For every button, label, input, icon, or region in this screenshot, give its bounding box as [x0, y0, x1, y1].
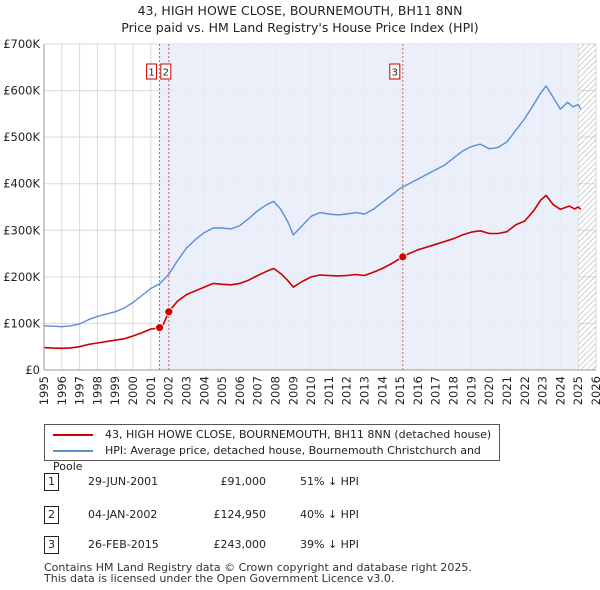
legend-item-hpi: HPI: Average price, detached house, Bour…: [53, 443, 499, 473]
x-tick-label: 2019: [464, 376, 478, 405]
transaction-hpi-diff: 40% ↓ HPI: [300, 508, 359, 521]
x-tick-label: 2009: [286, 376, 300, 405]
sale-label-number: 3: [392, 68, 398, 79]
footer: Contains HM Land Registry data © Crown c…: [44, 562, 472, 584]
legend-label-hpi: HPI: Average price, detached house, Bour…: [53, 444, 481, 473]
series-line-property: [44, 194, 582, 350]
axes: £0 £100K £200K £300K £400K £500K £600K £700K 199…: [3, 37, 600, 405]
sale-period-shade: [159, 44, 169, 370]
sale-period-shade: [168, 44, 403, 370]
chart-title-line1: 43, HIGH HOWE CLOSE, BOURNEMOUTH, BH11 8…: [137, 3, 463, 18]
x-tick-label: 2025: [571, 376, 585, 405]
transaction-number: 3: [44, 536, 59, 554]
x-tick-label: 2010: [304, 376, 318, 405]
sale-point: [164, 307, 174, 317]
x-tick-label: 1998: [90, 376, 104, 405]
x-tick-label: 2022: [518, 376, 532, 405]
sale-shading: [159, 44, 596, 370]
x-tick-label: 2018: [447, 376, 461, 405]
transaction-date: 04-JAN-2002: [88, 508, 158, 521]
transaction-hpi-diff: 51% ↓ HPI: [300, 475, 359, 488]
sale-label-box: [146, 63, 158, 80]
x-tick-label: 2020: [482, 376, 496, 405]
x-tick-label: 2013: [358, 376, 372, 405]
x-tick-label: 2017: [429, 376, 443, 405]
x-tick-label: 2006: [233, 376, 247, 405]
projection-hatch: [578, 44, 596, 370]
legend: 43, HIGH HOWE CLOSE, BOURNEMOUTH, BH11 8…: [44, 424, 500, 473]
x-tick-label: 2005: [215, 376, 229, 405]
x-tick-label: 2002: [162, 376, 176, 405]
x-tick-label: 2003: [179, 376, 193, 405]
sale-label-box: [389, 63, 401, 80]
sale-label-number: 2: [163, 68, 169, 79]
sale-point: [398, 252, 408, 262]
x-tick-label: 2015: [393, 376, 407, 405]
chart-title: 43, HIGH HOWE CLOSE, BOURNEMOUTH, BH11 8…: [0, 2, 600, 36]
x-tick-label: 2023: [536, 376, 550, 405]
transaction-price: £243,000: [213, 538, 267, 551]
x-tick-label: 2008: [268, 376, 282, 405]
transaction-price: £91,000: [220, 475, 267, 488]
y-tick-label: £600K: [3, 84, 40, 98]
sale-label-box: [160, 63, 172, 80]
footer-copyright: Contains HM Land Registry data © Crown c…: [44, 561, 472, 574]
x-tick-label: 2014: [375, 376, 389, 405]
transaction-hpi-diff: 39% ↓ HPI: [300, 538, 359, 551]
x-tick-label: 1996: [55, 376, 69, 405]
x-tick-label: 2012: [340, 376, 354, 405]
x-tick-label: 1995: [37, 376, 51, 405]
series-lines: [44, 85, 582, 350]
sale-period-shade: [402, 44, 579, 370]
footer-licence: This data is licensed under the Open Gov…: [44, 572, 395, 585]
x-tick-label: 1997: [73, 376, 87, 405]
legend-swatch-hpi: [53, 450, 93, 452]
legend-label-property: 43, HIGH HOWE CLOSE, BOURNEMOUTH, BH11 8…: [105, 428, 492, 441]
sale-label-number: 1: [148, 68, 154, 79]
y-tick-label: £200K: [3, 270, 40, 284]
y-tick-label: £500K: [3, 130, 40, 144]
y-tick-label: £400K: [3, 177, 40, 191]
x-tick-label: 1999: [108, 376, 122, 405]
chart-title-line2: Price paid vs. HM Land Registry's House …: [121, 20, 479, 35]
x-tick-label: 2001: [144, 376, 158, 405]
sale-point: [155, 323, 164, 333]
x-tick-label: 2026: [589, 376, 600, 405]
transaction-date: 29-JUN-2001: [88, 475, 159, 488]
y-tick-label: £700K: [3, 37, 40, 51]
x-tick-label: 2021: [500, 376, 514, 405]
y-tick-label: £300K: [3, 223, 40, 237]
y-tick-label: £0: [25, 363, 40, 377]
transaction-date: 26-FEB-2015: [88, 538, 159, 551]
transaction-number: 1: [44, 473, 59, 491]
y-tick-label: £100K: [3, 316, 40, 330]
x-tick-label: 2024: [553, 376, 567, 405]
x-tick-label: 2000: [126, 376, 140, 405]
transaction-number: 2: [44, 506, 59, 524]
x-tick-label: 2011: [322, 376, 336, 405]
x-tick-label: 2004: [197, 376, 211, 405]
transaction-price: £124,950: [213, 508, 267, 521]
x-tick-label: 2016: [411, 376, 425, 405]
series-line-hpi: [44, 85, 582, 328]
legend-swatch-property: [53, 434, 93, 436]
x-tick-label: 2007: [251, 376, 265, 405]
legend-item-property: 43, HIGH HOWE CLOSE, BOURNEMOUTH, BH11 8…: [53, 427, 491, 443]
